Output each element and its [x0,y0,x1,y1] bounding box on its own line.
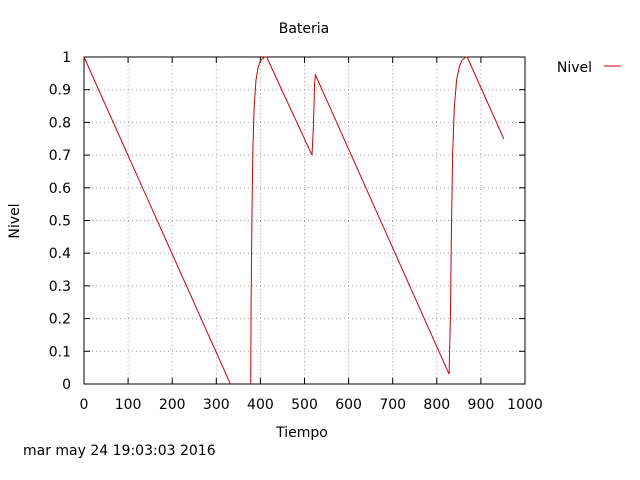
y-tick-label: 1 [62,50,71,66]
y-tick-label: 0.2 [49,312,71,328]
y-tick-label: 0.3 [49,279,71,295]
timestamp: mar may 24 19:03:03 2016 [23,443,216,459]
y-tick-label: 0.4 [49,246,71,262]
x-tick-label: 1000 [507,397,543,413]
x-tick-label: 600 [335,397,362,413]
series-lines [83,56,505,385]
x-tick-label: 800 [423,397,450,413]
x-tick-label: 900 [468,397,495,413]
series-line-nivel [83,56,231,385]
y-tick-labels: 0 0.1 0.2 0.3 0.4 0.5 0.6 0.7 0.8 0.9 1 [49,50,71,393]
y-axis-label: Nivel [7,203,23,238]
x-tick-label: 100 [115,397,142,413]
x-tick-label: 700 [379,397,406,413]
x-tick-labels: 0 100 200 300 400 500 600 700 800 900 1000 [80,397,543,413]
legend-label: Nivel [557,60,592,76]
x-tick-label: 400 [247,397,274,413]
x-axis-label: Tiempo [275,425,328,441]
y-tick-label: 0 [62,377,71,393]
x-tick-label: 500 [291,397,318,413]
axis-ticks [83,56,526,385]
x-tick-label: 200 [159,397,186,413]
x-tick-label: 300 [203,397,230,413]
x-tick-label: 0 [80,397,89,413]
chart-title: Bateria [279,21,330,37]
y-tick-label: 0.7 [49,148,71,164]
y-tick-label: 0.6 [49,181,71,197]
legend: Nivel [557,60,621,76]
y-tick-label: 0.9 [49,83,71,99]
series-line-nivel [250,56,505,385]
y-tick-label: 0.1 [49,344,71,360]
y-tick-label: 0.5 [49,214,71,230]
grid-lines [84,57,525,384]
y-tick-label: 0.8 [49,115,71,131]
